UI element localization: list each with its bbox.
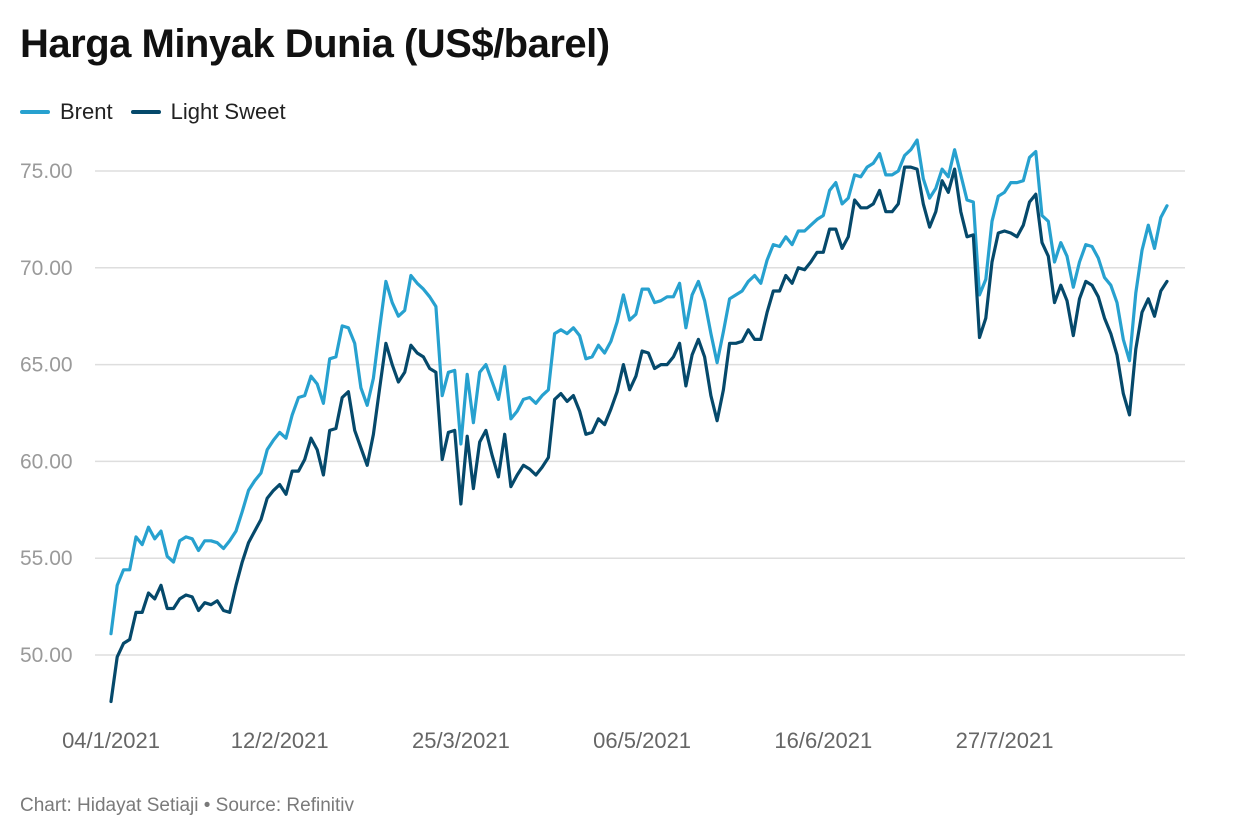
legend-swatch-brent	[20, 110, 50, 114]
x-tick-label: 25/3/2021	[412, 728, 510, 753]
legend-label-brent: Brent	[60, 99, 113, 124]
x-tick-label: 04/1/2021	[62, 728, 160, 753]
series-lines	[109, 138, 1169, 704]
y-tick-label: 65.00	[20, 354, 73, 377]
chart-credit: Chart: Hidayat Setiaji • Source: Refinit…	[20, 795, 355, 816]
y-axis-ticks: 50.00 55.00 60.00 65.00 70.00 75.00	[20, 160, 73, 667]
gridlines	[95, 170, 1185, 656]
y-tick-label: 75.00	[20, 160, 73, 183]
series-line-brent	[109, 138, 1169, 636]
y-tick-label: 70.00	[20, 257, 73, 280]
x-axis-ticks: 04/1/2021 12/2/2021 25/3/2021 06/5/2021 16/6…	[62, 728, 1053, 753]
x-tick-label: 06/5/2021	[593, 728, 691, 753]
x-tick-label: 12/2/2021	[231, 728, 329, 753]
line-chart: 50.00 55.00 60.00 65.00 70.00 75.00 04/1/2021…	[20, 138, 1185, 753]
chart-legend: Brent Light Sweet	[20, 98, 304, 126]
x-tick-label: 16/6/2021	[774, 728, 872, 753]
series-line-light-sweet	[109, 165, 1169, 704]
chart-title: Harga Minyak Dunia (US$/barel)	[20, 22, 610, 66]
y-tick-label: 60.00	[20, 450, 73, 473]
legend-label-light-sweet: Light Sweet	[170, 99, 286, 124]
x-tick-label: 27/7/2021	[956, 728, 1054, 753]
legend-item-light-sweet: Light Sweet	[130, 99, 286, 125]
y-tick-label: 50.00	[20, 644, 73, 667]
legend-item-brent: Brent	[20, 99, 113, 125]
y-tick-label: 55.00	[20, 547, 73, 570]
legend-swatch-light-sweet	[130, 110, 161, 114]
